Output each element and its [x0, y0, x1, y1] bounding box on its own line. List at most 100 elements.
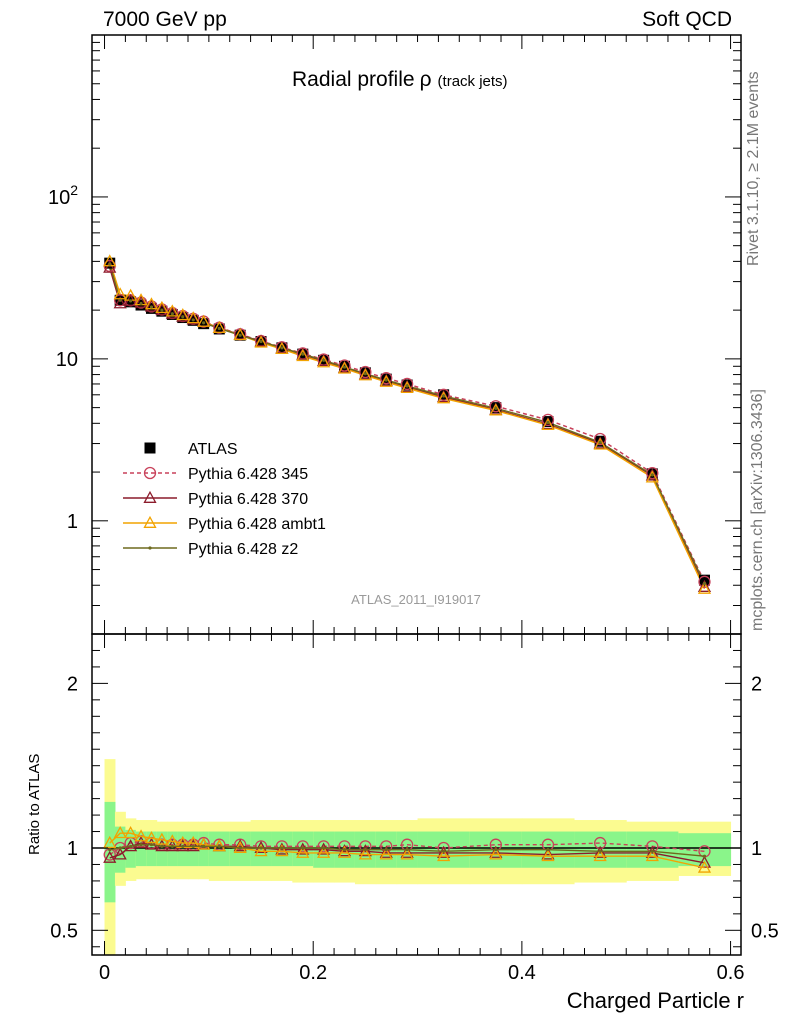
data-point: [541, 849, 555, 862]
data-point: [541, 417, 555, 431]
stat-band-bin: [167, 831, 179, 867]
data-point: [593, 849, 607, 862]
data-point: [322, 358, 326, 362]
data-point: [197, 314, 211, 327]
data-point: [170, 312, 174, 316]
ratio-series-line: [109, 840, 705, 856]
data-point: [118, 846, 122, 850]
data-point: [650, 473, 654, 477]
data-point: [144, 442, 156, 454]
data-point: [359, 365, 372, 379]
data-point: [191, 318, 195, 322]
data-point: [317, 353, 331, 366]
y-tick-label: 1: [67, 511, 78, 533]
data-point: [598, 849, 602, 853]
y-tick-label: 102: [48, 182, 78, 209]
data-point: [380, 840, 393, 853]
data-point: [134, 295, 148, 308]
data-point: [103, 850, 117, 863]
data-point: [144, 299, 159, 312]
header-right: Soft QCD: [642, 8, 732, 31]
ratio-series-line: [109, 832, 705, 869]
ratio-uncertainty-bands: [104, 759, 732, 955]
data-point: [217, 326, 221, 331]
data-point: [129, 299, 133, 303]
data-point: [322, 846, 326, 850]
data-point: [546, 848, 550, 852]
data-point: [108, 848, 112, 852]
data-point: [197, 837, 211, 850]
data-point: [176, 839, 190, 852]
data-point: [317, 840, 330, 853]
data-point: [702, 581, 707, 586]
data-point: [400, 847, 414, 860]
data-point: [358, 368, 372, 381]
data-point: [238, 846, 242, 850]
data-point: [170, 844, 174, 848]
data-point: [337, 361, 352, 374]
data-point: [317, 355, 331, 368]
data-point: [697, 579, 712, 592]
data-point: [103, 260, 117, 273]
chart-title: Radial profile ρ (track jets): [292, 68, 508, 91]
legend-label: Pythia 6.428 ambt1: [188, 516, 326, 533]
legend-label: Pythia 6.428 370: [188, 491, 308, 508]
data-point: [144, 830, 159, 844]
series-line: [109, 265, 706, 583]
data-point: [338, 359, 351, 372]
data-point: [129, 844, 133, 848]
data-point: [379, 374, 393, 387]
analysis-watermark: ATLAS_2011_I919017: [351, 592, 481, 607]
data-point: [149, 843, 154, 847]
data-point: [143, 490, 157, 503]
data-point: [103, 835, 117, 849]
data-point: [442, 394, 446, 398]
data-point: [698, 575, 711, 588]
data-point: [165, 304, 179, 317]
data-point: [155, 302, 169, 316]
data-point: [155, 832, 169, 845]
x-tick-label: 0.2: [299, 962, 327, 984]
data-point: [650, 849, 654, 853]
legend-label: Pythia 6.428 345: [188, 466, 308, 483]
data-point: [337, 844, 352, 857]
data-point: [143, 515, 157, 528]
data-point: [233, 839, 247, 852]
data-point: [212, 839, 226, 852]
data-point: [593, 845, 607, 858]
data-point: [296, 845, 310, 858]
data-point: [384, 378, 388, 382]
data-point: [593, 836, 607, 850]
x-tick-label: 0.4: [508, 962, 536, 984]
data-point: [593, 437, 607, 450]
data-point: [113, 825, 127, 839]
data-point: [301, 352, 305, 356]
data-point: [296, 348, 310, 362]
data-point: [645, 849, 659, 862]
data-point: [113, 847, 127, 860]
data-point: [541, 413, 555, 427]
data-point: [118, 298, 122, 302]
y-tick-label-right: 0.5: [751, 920, 779, 942]
x-axis-label: Charged Particle r: [567, 988, 744, 1013]
ratio-plot-frame: [91, 633, 742, 956]
data-point: [489, 845, 503, 858]
data-point: [202, 321, 206, 325]
data-point: [598, 440, 602, 444]
data-point: [380, 372, 393, 385]
data-point: [124, 825, 138, 839]
data-point: [202, 844, 206, 848]
data-point: [113, 296, 127, 309]
stat-band-bin: [177, 831, 189, 867]
data-point: [217, 844, 221, 848]
series-line: [109, 261, 706, 590]
y-tick-label: 1: [67, 838, 78, 860]
data-point: [149, 305, 154, 309]
data-point: [134, 829, 148, 842]
data-point: [442, 849, 446, 853]
data-point: [342, 848, 347, 852]
data-point: [541, 847, 555, 860]
data-point: [160, 308, 164, 312]
data-point: [144, 837, 159, 850]
